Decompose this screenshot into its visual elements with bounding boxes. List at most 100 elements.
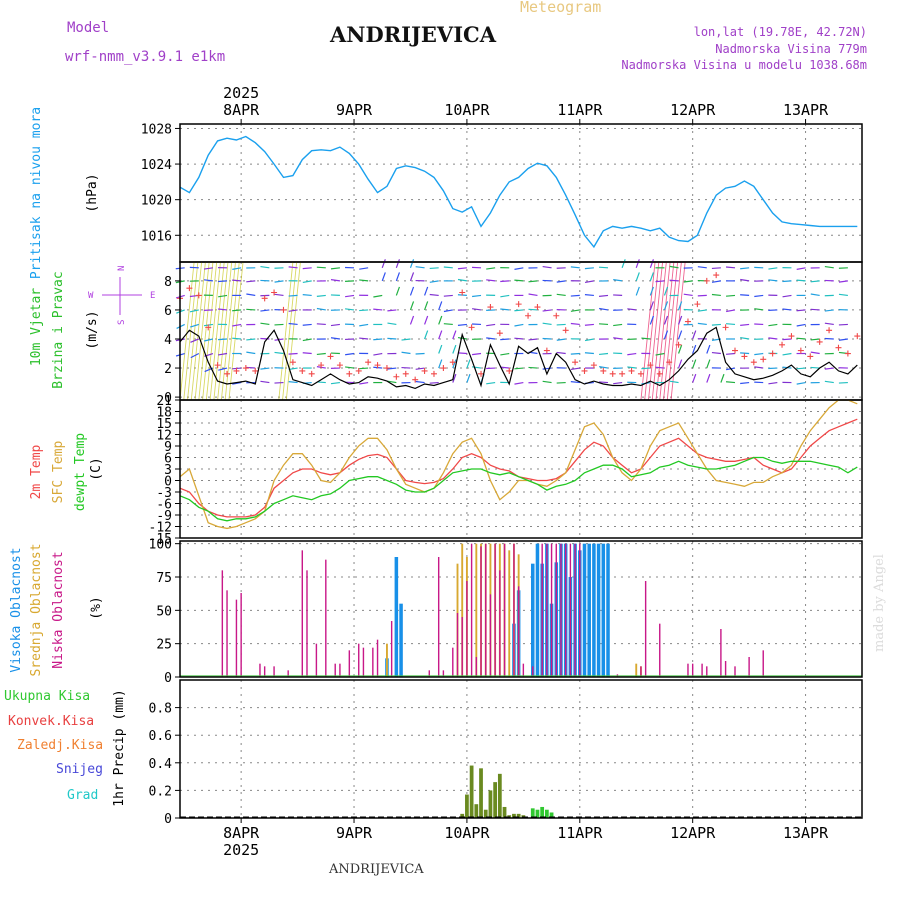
precip-legend-hail: Grad (67, 788, 98, 803)
wind-direction-arrow (542, 265, 552, 269)
wind-hatch-line (278, 261, 294, 401)
wind-direction-arrow (387, 367, 397, 370)
wind-direction-arrow (486, 267, 496, 270)
wind-hatch-line (644, 261, 660, 401)
wind-direction-arrow (663, 301, 669, 311)
wind-hatch-line (202, 261, 218, 401)
wind-direction-arrow (838, 280, 848, 283)
wind-direction-arrow (486, 279, 496, 282)
wind-direction-arrow (302, 267, 312, 270)
wind-direction-arrow (740, 294, 750, 297)
wind-direction-arrow (570, 367, 580, 371)
station-elevation: Nadmorska Visina 779m (715, 42, 867, 56)
compass-north-label: N (117, 266, 127, 271)
wind-direction-arrow (316, 266, 326, 269)
temp_sfc-line (179, 399, 858, 530)
wind-direction-arrow (452, 359, 457, 369)
temp-unit-label: (C) (89, 457, 104, 480)
wind-direction-arrow (302, 280, 312, 284)
wind-direction-arrow (373, 308, 383, 311)
wind-direction-arrow (663, 330, 669, 340)
wind-direction-arrow (232, 309, 242, 312)
wind-hatch-line (198, 261, 214, 401)
wind-direction-arrow (288, 352, 298, 355)
wind-direction-arrow (500, 294, 510, 298)
wind-direction-arrow (438, 315, 443, 325)
wind-direction-arrow (500, 280, 510, 283)
cloud-mid-bar (386, 643, 388, 677)
wind-direction-arrow (598, 381, 609, 384)
wind-direction-arrow (570, 352, 580, 355)
y-tick-label: -3 (156, 486, 172, 501)
wind-direction-arrow (415, 266, 425, 269)
wind-hatch-line (209, 261, 225, 401)
wind-gust-marker (534, 304, 541, 311)
wind-direction-arrow (678, 330, 683, 340)
cloud-low-bar (687, 663, 689, 677)
wind-direction-arrow (740, 323, 750, 327)
time-axis: 20258APR8APR9APR9APR10APR10APR11APR11APR… (223, 84, 829, 859)
wind-direction-arrow (542, 367, 552, 370)
wind-ylabel-1: 10m Vjetar (29, 288, 44, 366)
wind-direction-arrow (678, 359, 683, 369)
wind-gust-marker (807, 353, 814, 360)
y-tick-label: 0.2 (149, 784, 172, 799)
wind-direction-arrow (796, 267, 806, 270)
cloud-low-bar (550, 543, 553, 677)
wind-gust-marker (703, 277, 710, 284)
y-tick-label: -9 (156, 509, 172, 524)
wind-hatch-line (179, 261, 195, 401)
wind-direction-arrow (824, 367, 834, 370)
wind-gust-marker (374, 362, 381, 369)
wind-gust-marker (393, 373, 400, 380)
wind-gust-marker (581, 367, 588, 374)
station-title: ANDRIJEVICA (330, 22, 497, 47)
cloud-low-bar (226, 590, 228, 677)
wind-gust-marker (732, 347, 739, 354)
compass-south-label: S (117, 320, 127, 325)
wind-direction-arrow (260, 265, 270, 269)
wind-direction-arrow (528, 293, 538, 297)
wind-gust-marker (788, 333, 795, 340)
precip-bar (483, 809, 488, 818)
cloud-high-bar (596, 543, 601, 677)
wind-direction-arrow (359, 367, 369, 370)
wind-gust-marker (637, 370, 644, 377)
cloud-low-bar (503, 543, 506, 677)
cloud-low-bar (306, 570, 308, 677)
wind-gust-marker (308, 370, 315, 377)
y-tick-label: 4 (164, 333, 172, 348)
wind-direction-arrow (635, 286, 640, 296)
wind-direction-arrow (655, 352, 665, 356)
wind-direction-arrow (218, 280, 228, 283)
precip-bar (512, 813, 516, 818)
wind-direction-arrow (472, 308, 482, 311)
wind-direction-arrow (218, 294, 228, 298)
wind-gust-marker (572, 359, 579, 366)
y-tick-label: -15 (149, 532, 172, 547)
wind-direction-arrow (635, 272, 640, 282)
wind-direction-arrow (330, 381, 340, 385)
wind-gust-marker (205, 324, 212, 331)
cloud-low-bar (315, 643, 318, 677)
cloud-low-bar (541, 543, 543, 677)
wind-gust-marker (346, 370, 353, 377)
wind-direction-arrow (584, 323, 594, 326)
wind-direction-arrow (796, 323, 806, 327)
wind-direction-arrow (330, 279, 341, 282)
wind-direction-arrow (387, 322, 397, 326)
wind-direction-arrow (302, 352, 312, 355)
wind-direction-arrow (796, 279, 806, 282)
wind-direction-arrow (466, 373, 471, 383)
cloud-low-bar (724, 661, 727, 677)
wind-gust-marker (590, 362, 597, 369)
wind-direction-arrow (409, 272, 415, 282)
precip-bar (535, 809, 540, 818)
cloud-low-bar (263, 666, 266, 677)
wind-gust-marker (468, 324, 475, 331)
wind-direction-arrow (218, 308, 228, 311)
wind-direction-arrow (500, 352, 510, 356)
precip-bar (474, 804, 479, 818)
wind-direction-arrow (190, 352, 200, 359)
cloud-high-bar (530, 563, 535, 677)
